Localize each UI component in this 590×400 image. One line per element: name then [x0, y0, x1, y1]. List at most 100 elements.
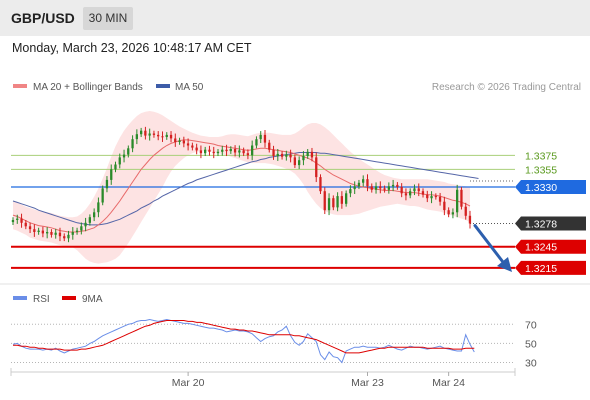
candle-body — [225, 149, 228, 152]
candle-body — [460, 189, 463, 207]
candle-body — [148, 133, 151, 136]
candle-body — [306, 151, 309, 156]
candle-body — [212, 151, 215, 154]
ma50-legend-label: MA 50 — [175, 82, 204, 93]
candle-body — [28, 226, 32, 230]
candle-body — [447, 210, 450, 215]
candle-body — [105, 179, 109, 189]
candle-body — [315, 157, 318, 178]
chart-header: GBP/USD 30 MIN — [0, 0, 590, 36]
candle-body — [135, 134, 138, 140]
time-tick-label: Mar 23 — [351, 377, 384, 389]
candle-body — [366, 179, 369, 187]
candle-body — [101, 188, 104, 203]
time-tick-label: Mar 24 — [432, 377, 465, 389]
candle-body — [216, 151, 220, 154]
candle-body — [242, 150, 245, 154]
candle-body — [387, 186, 390, 190]
rsi-ma-line — [13, 320, 475, 354]
level-label-support: 1.3245 — [525, 242, 557, 254]
candle-body — [430, 196, 433, 199]
candle-body — [161, 136, 164, 138]
ma50-line — [12, 152, 479, 226]
candle-body — [16, 218, 19, 220]
candle-body — [97, 202, 100, 213]
candle-body — [349, 189, 352, 194]
candle-body — [413, 188, 416, 192]
rsi-legend-label: RSI — [33, 294, 50, 305]
candle-body — [204, 149, 207, 154]
rsi-line — [12, 318, 475, 364]
candle-body — [443, 201, 446, 211]
candle-body — [169, 134, 173, 139]
candle-body — [144, 130, 147, 136]
candle-body — [379, 186, 382, 189]
candle-body — [280, 153, 284, 157]
candle-body — [285, 154, 288, 157]
level-label-resistance: 1.3375 — [525, 150, 557, 162]
candle-body — [417, 188, 420, 192]
level-label-resistance: 1.3355 — [525, 164, 557, 176]
candle-body — [229, 149, 232, 152]
candle-body — [259, 134, 262, 140]
projection-arrow-head — [497, 257, 512, 272]
chart-credit: Research © 2026 Trading Central — [432, 82, 581, 93]
candle-body — [80, 226, 83, 231]
candle-body — [84, 222, 87, 227]
candle-body — [131, 139, 134, 149]
candle-body — [71, 232, 74, 235]
rsi-ma-legend-label: 9MA — [82, 294, 103, 305]
candle-body — [340, 196, 343, 204]
candle-body — [391, 184, 395, 187]
candle-body — [88, 217, 91, 223]
candle-body — [11, 220, 15, 223]
candle-body — [451, 212, 454, 215]
level-label-pivot: 1.3330 — [525, 182, 557, 194]
level-label-bg — [515, 260, 586, 275]
symbol-title: GBP/USD — [11, 10, 75, 26]
level-label-bg — [515, 179, 586, 194]
timeframe-button[interactable]: 30 MIN — [83, 7, 133, 30]
candle-body — [298, 160, 301, 166]
candle-body — [272, 149, 275, 156]
rsi-ma-legend-swatch — [62, 296, 76, 300]
candle-body — [426, 194, 429, 199]
candle-body — [114, 164, 117, 170]
candle-body — [255, 139, 258, 146]
rsi-tick-label: 30 — [525, 357, 537, 369]
candle-body — [353, 186, 356, 190]
candle-body — [122, 154, 126, 158]
rsi-tick-label: 70 — [525, 319, 537, 331]
time-tick-label: Mar 20 — [172, 377, 205, 389]
ma50-legend-swatch — [156, 84, 170, 88]
candle-body — [157, 134, 160, 137]
candle-body — [182, 140, 185, 144]
candle-body — [46, 232, 49, 234]
candle-body — [118, 157, 121, 165]
price-pane: 1.3375 1.3355 1.3330 1.3278 1.3245 1.3215 — [11, 111, 586, 275]
level-label-last_price: 1.3278 — [525, 219, 557, 231]
candle-body — [251, 145, 254, 156]
candle-body — [24, 222, 27, 227]
candle-body — [110, 169, 113, 180]
ma20-legend-label: MA 20 + Bollinger Bands — [33, 82, 143, 93]
candle-body — [191, 145, 194, 148]
candle-body — [276, 153, 279, 156]
ma20-legend-swatch — [13, 84, 27, 88]
candle-body — [400, 187, 403, 194]
level-label-bg — [515, 239, 586, 254]
candle-body — [421, 191, 425, 195]
candle-body — [370, 186, 373, 190]
chart-datetime: Monday, March 23, 2026 10:48:17 AM CET — [12, 41, 252, 55]
candle-body — [67, 234, 70, 239]
candle-body — [41, 230, 44, 234]
candle-body — [293, 157, 296, 166]
candle-body — [93, 212, 96, 218]
candle-body — [174, 138, 177, 142]
rsi-pane: 70 50 30 — [11, 318, 537, 369]
candle-body — [362, 179, 365, 183]
candle-body — [246, 153, 249, 156]
candle-body — [58, 232, 62, 237]
projection-arrow-shaft — [473, 224, 508, 268]
